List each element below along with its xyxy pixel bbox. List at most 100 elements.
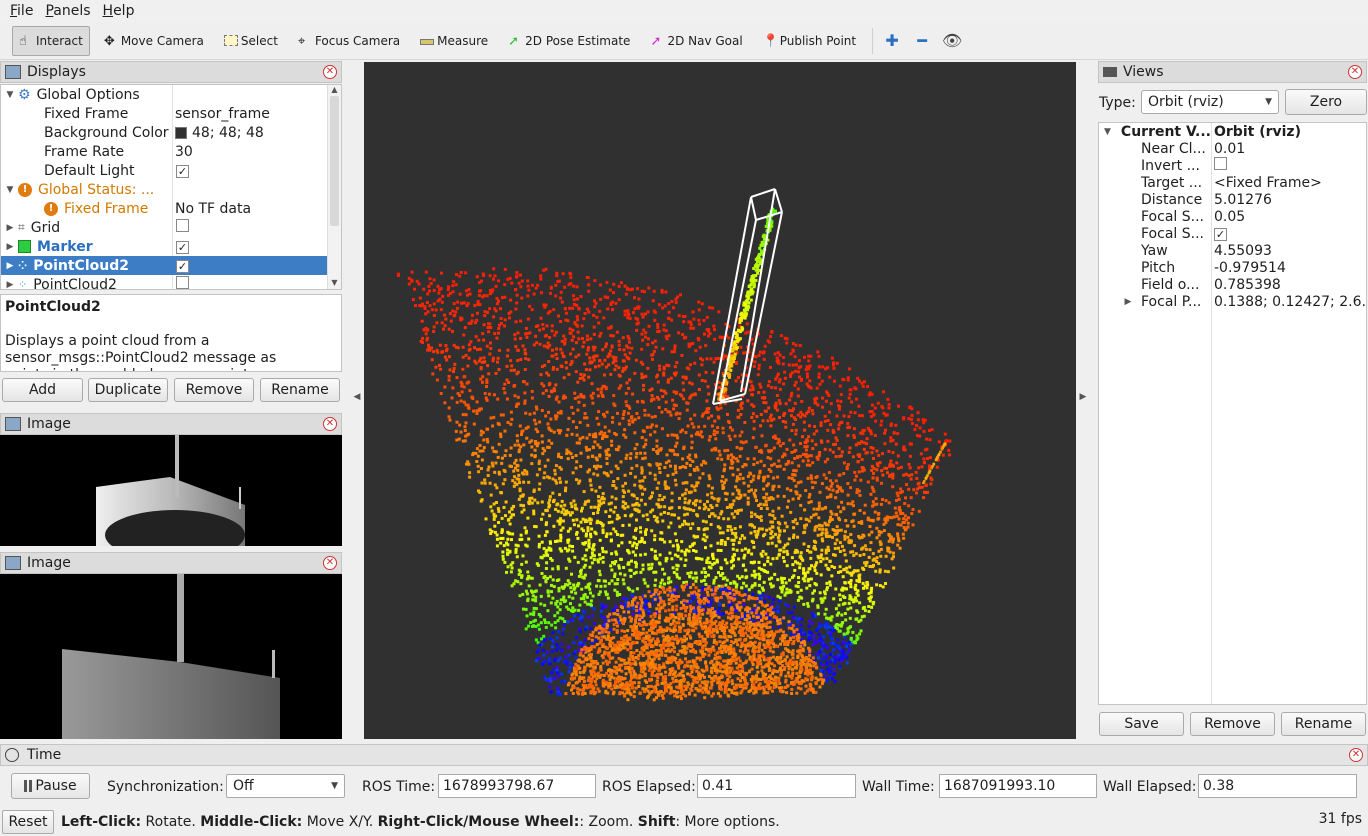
cloud-point [567,283,571,287]
cloud-point [719,624,723,628]
cloud-point [749,644,753,648]
cloud-point [543,533,547,537]
color-swatch[interactable] [175,126,187,139]
cloud-point [892,515,896,519]
publish-point-tool[interactable]: 📍 Publish Point [757,26,862,56]
cloud-point [656,322,660,326]
cloud-point [727,666,731,670]
tree-value[interactable]: sensor_frame [175,105,270,122]
cloud-point [848,388,852,392]
remove-tool-icon[interactable]: ━ [917,31,927,50]
cloud-point [575,315,579,319]
scroll-down-icon[interactable]: ▼ [331,278,338,287]
focus-camera-tool[interactable]: ⌖ Focus Camera [292,26,406,56]
menu-panels[interactable]: Panels [45,3,91,19]
cloud-point [629,654,633,658]
cloud-point [578,437,582,441]
collapse-right-icon[interactable]: ▶ [1079,392,1087,402]
expand-arrow-icon[interactable]: ▶ [6,260,14,271]
cloud-point [659,531,663,535]
tree-row-background-color[interactable]: Background Color 48; 48; 48 [1,123,341,142]
rename-display-button[interactable]: Rename [260,378,340,402]
tree-row-default-light[interactable]: Default Light ✓ [1,161,341,180]
cloud-point [783,376,787,380]
interact-tool[interactable]: ☝ Interact [12,25,90,56]
default-light-checkbox[interactable]: ✓ [176,164,189,178]
cloud-point [550,671,554,675]
expand-arrow-icon[interactable]: ▶ [6,241,14,252]
cloud-point [772,462,776,466]
cloud-point [662,365,666,369]
cloud-point [484,517,488,521]
select-tool[interactable]: Select [218,26,284,56]
close-icon[interactable]: ✕ [323,556,337,570]
cloud-point [843,581,847,585]
cloud-point [829,510,833,514]
cloud-point [621,500,625,504]
tree-row-grid[interactable]: ▶ ⌗ Grid [1,218,341,237]
cloud-point [681,381,685,385]
close-icon[interactable]: ✕ [323,65,337,79]
add-tool-icon[interactable]: ✚ [885,31,899,50]
scroll-up-icon[interactable]: ▲ [331,85,338,94]
tree-row-global-options[interactable]: ▼ ⚙ Global Options [1,85,341,104]
cloud-point [458,292,462,296]
expand-arrow-icon[interactable]: ▶ [6,222,14,233]
pointcloud2-checkbox[interactable] [176,276,189,289]
duplicate-display-button[interactable]: Duplicate [88,378,168,402]
cloud-point [663,653,667,657]
add-display-button[interactable]: Add [2,378,83,402]
cloud-point [549,291,552,295]
pose-estimate-tool[interactable]: ➚ 2D Pose Estimate [502,26,636,56]
displays-scrollbar[interactable]: ▲ ▼ [327,85,341,289]
cloud-point [627,551,631,555]
move-camera-tool[interactable]: ✥ Move Camera [98,26,210,56]
tree-row-marker[interactable]: ▶ Marker ✓ [1,237,341,256]
scroll-thumb[interactable] [330,96,339,226]
nav-goal-tool[interactable]: ➚ 2D Nav Goal [644,26,748,56]
cloud-point [603,295,607,299]
cloud-point [551,477,555,481]
cloud-point [596,505,600,509]
expand-arrow-icon[interactable]: ▼ [6,184,14,195]
cloud-point [576,658,580,662]
collapse-left-icon[interactable]: ◀ [353,392,361,402]
menu-file[interactable]: File [10,3,34,19]
measure-tool[interactable]: Measure [414,26,494,56]
cloud-point [684,522,688,526]
tree-row-frame-rate[interactable]: Frame Rate 30 [1,142,341,161]
eye-icon[interactable]: 👁 [941,31,963,50]
cloud-point [640,471,644,475]
cloud-point [668,671,672,675]
tree-value[interactable]: 30 [175,143,193,160]
cloud-point [870,605,874,609]
grid-checkbox[interactable] [176,219,189,232]
cloud-point [453,362,457,366]
pointcloud2-checkbox[interactable]: ✓ [176,259,189,273]
cloud-point [572,666,576,670]
cloud-point [675,575,679,579]
cloud-point [904,496,907,500]
cloud-point [669,464,672,468]
expand-arrow-icon[interactable]: ▶ [6,279,14,290]
menu-help[interactable]: Help [102,3,135,19]
tree-row-pointcloud2[interactable]: ▶ ⁘ PointCloud2 [1,275,341,290]
cloud-point [761,677,765,681]
marker-checkbox[interactable]: ✓ [176,240,189,254]
remove-display-button[interactable]: Remove [174,378,254,402]
cloud-point [605,451,609,455]
cloud-point [707,329,710,333]
cloud-point [589,337,593,341]
tree-row-pointcloud2-selected[interactable]: ▶ ⁘ PointCloud2 ✓ [1,256,341,275]
expand-arrow-icon[interactable]: ▼ [6,89,14,100]
cloud-point [826,428,830,432]
cloud-point [854,474,858,478]
close-icon[interactable]: ✕ [323,417,337,431]
cloud-point [424,326,428,330]
3d-render-view[interactable] [364,62,1076,739]
tree-row-fixed-frame[interactable]: Fixed Frame sensor_frame [1,104,341,123]
cloud-point [665,363,669,367]
tree-row-global-status[interactable]: ▼! Global Status: ... [1,180,341,199]
cloud-point [690,382,694,386]
tree-row-status-fixed-frame[interactable]: ! Fixed Frame No TF data [1,199,341,218]
